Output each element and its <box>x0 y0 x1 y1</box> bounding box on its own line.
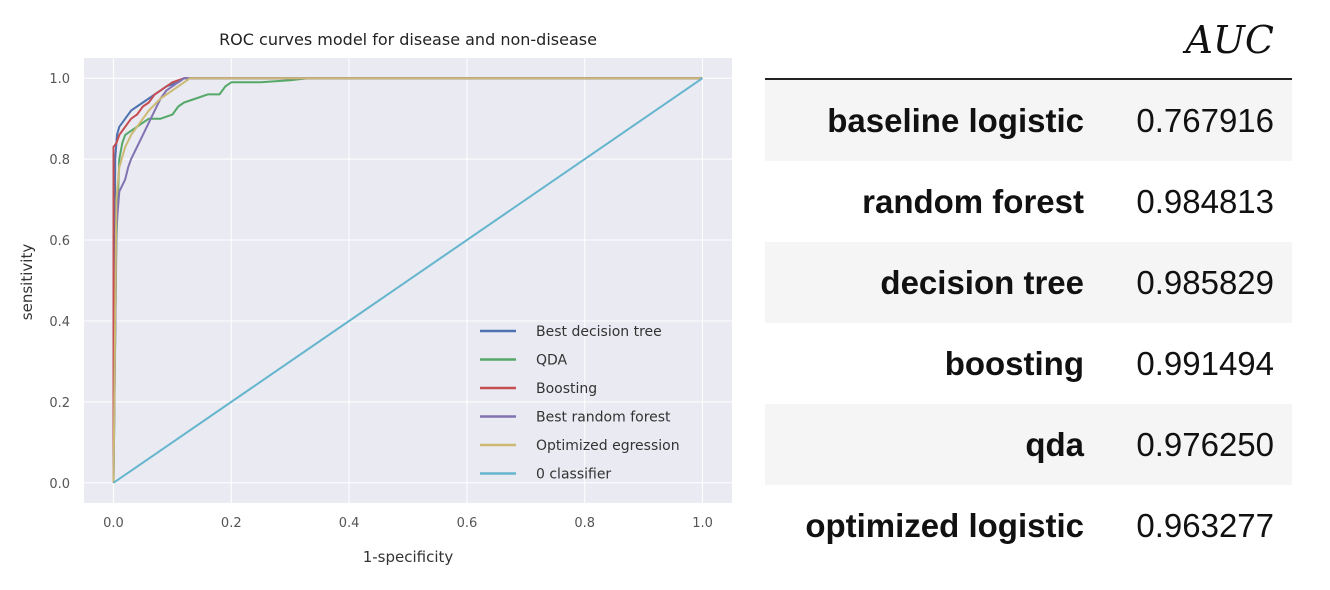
model-name: random forest <box>862 182 1084 220</box>
ticks: 0.0 0.2 0.4 0.6 0.8 1.0 0.0 0.2 0.4 0.6 0.8 1.0 <box>49 72 713 531</box>
y-tick-label: 0.2 <box>49 396 70 411</box>
series-line-4 <box>112 77 703 483</box>
table-row: random forest 0.984813 <box>765 161 1292 242</box>
series-line-1 <box>112 77 703 483</box>
y-tick-label: 0.4 <box>49 315 70 330</box>
auc-table: AUC baseline logistic 0.767916 random fo… <box>765 16 1292 566</box>
series-line-3 <box>112 77 703 483</box>
x-tick-label: 0.0 <box>103 516 124 531</box>
y-axis-label: sensitivity <box>18 244 36 321</box>
legend-label: Best decision tree <box>536 324 662 340</box>
auc-value: 0.976250 <box>1136 425 1274 463</box>
model-name: decision tree <box>880 263 1084 301</box>
roc-chart: ROC curves model for disease and non-dis… <box>18 30 732 566</box>
table-row: boosting 0.991494 <box>765 323 1292 404</box>
auc-value: 0.985829 <box>1136 263 1274 301</box>
model-name: optimized logistic <box>805 506 1084 544</box>
y-tick-label: 0.8 <box>49 153 70 168</box>
model-name: qda <box>1025 425 1084 463</box>
legend-label: Best random forest <box>536 410 671 426</box>
legend-label: Boosting <box>536 381 597 397</box>
series-line-2 <box>112 77 703 483</box>
grid <box>84 58 732 503</box>
legend-label: QDA <box>536 353 568 369</box>
y-tick-label: 0.0 <box>49 477 70 492</box>
table-row: qda 0.976250 <box>765 404 1292 485</box>
auc-value: 0.984813 <box>1136 182 1274 220</box>
series <box>112 77 704 484</box>
y-tick-label: 0.6 <box>49 234 70 249</box>
auc-table-header: AUC <box>765 16 1292 80</box>
legend-label: Optimized egression <box>536 438 680 454</box>
x-tick-label: 0.2 <box>221 516 242 531</box>
auc-value: 0.767916 <box>1136 101 1274 139</box>
x-tick-label: 0.4 <box>339 516 360 531</box>
auc-column-header: AUC <box>1185 18 1274 62</box>
x-tick-label: 0.8 <box>574 516 595 531</box>
auc-value: 0.963277 <box>1136 506 1274 544</box>
series-line-5 <box>112 77 704 484</box>
x-tick-label: 1.0 <box>692 516 713 531</box>
chart-title: ROC curves model for disease and non-dis… <box>219 30 597 49</box>
table-row: decision tree 0.985829 <box>765 242 1292 323</box>
series-line-0 <box>112 77 703 483</box>
legend-label: 0 classifier <box>536 467 611 483</box>
y-tick-label: 1.0 <box>49 72 70 87</box>
legend: Best decision tree QDA Boosting Best random… <box>480 324 680 483</box>
model-name: boosting <box>944 344 1084 382</box>
model-name: baseline logistic <box>827 101 1084 139</box>
x-axis-label: 1-specificity <box>363 548 454 566</box>
x-tick-label: 0.6 <box>457 516 478 531</box>
table-row: optimized logistic 0.963277 <box>765 485 1292 566</box>
auc-value: 0.991494 <box>1136 344 1274 382</box>
table-row: baseline logistic 0.767916 <box>765 80 1292 161</box>
